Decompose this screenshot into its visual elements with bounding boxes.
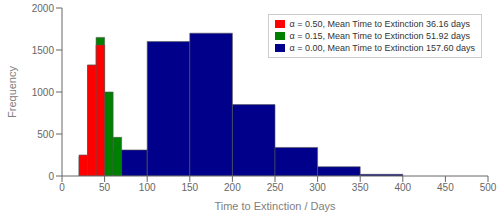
svg-text:Frequency: Frequency	[8, 66, 18, 118]
html-text:α = 0.00, Mean Time to Extinct: α = 0.00, Mean Time to Extinction 157.60…	[289, 43, 475, 53]
html-text:α = 0.50, Mean Time to Extinct: α = 0.50, Mean Time to Extinction 36.16 …	[289, 19, 470, 29]
svg-text:150: 150	[181, 182, 198, 193]
svg-text:100: 100	[139, 182, 156, 193]
svg-text:2000: 2000	[32, 3, 55, 14]
html-text:α = 0.15, Mean Time to Extinct: α = 0.15, Mean Time to Extinction 51.92 …	[289, 31, 470, 41]
svg-text:450: 450	[437, 182, 454, 193]
svg-text:400: 400	[394, 182, 411, 193]
svg-text:1000: 1000	[32, 87, 55, 98]
svg-text:200: 200	[224, 182, 241, 193]
svg-text:500: 500	[37, 129, 54, 140]
svg-text:500: 500	[480, 182, 492, 193]
svg-text:0: 0	[48, 171, 54, 182]
svg-text:50: 50	[99, 182, 111, 193]
svg-text:300: 300	[309, 182, 326, 193]
svg-text:350: 350	[352, 182, 369, 193]
svg-text:0: 0	[59, 182, 65, 193]
svg-text:1500: 1500	[32, 45, 55, 56]
svg-text:250: 250	[267, 182, 284, 193]
svg-text:Time to Extinction / Days: Time to Extinction / Days	[214, 200, 336, 212]
